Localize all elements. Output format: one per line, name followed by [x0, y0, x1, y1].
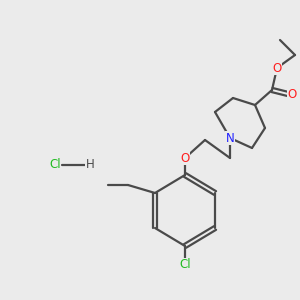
- Text: H: H: [85, 158, 94, 172]
- Text: O: O: [287, 88, 297, 101]
- Text: O: O: [180, 152, 190, 164]
- Text: O: O: [272, 61, 282, 74]
- Text: N: N: [226, 131, 234, 145]
- Text: Cl: Cl: [49, 158, 61, 172]
- Text: Cl: Cl: [179, 259, 191, 272]
